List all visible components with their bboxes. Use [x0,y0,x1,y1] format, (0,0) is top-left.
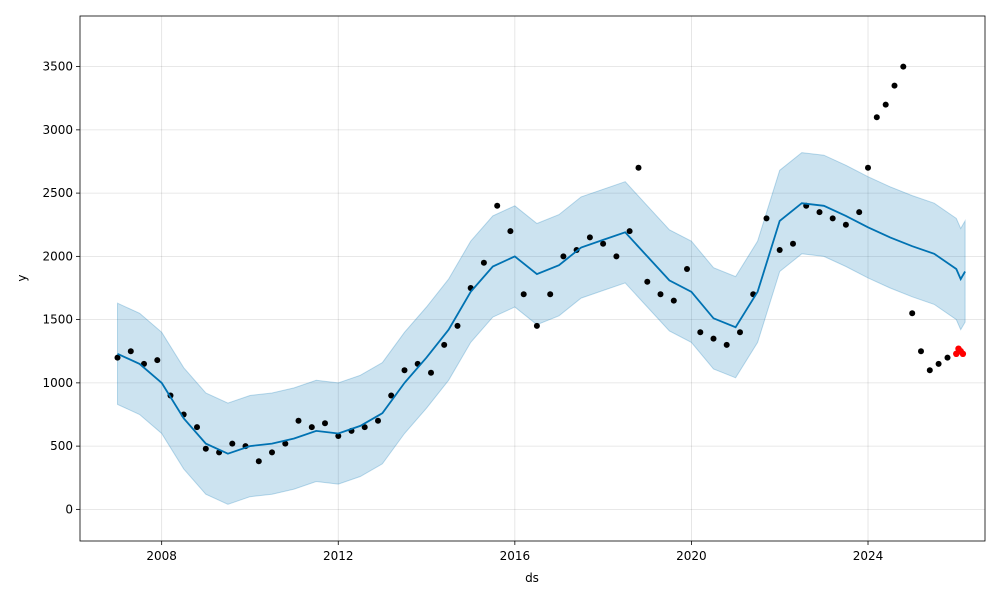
observed-point [127,348,134,355]
observed-point [533,322,540,329]
observed-point [114,354,121,361]
observed-point [322,420,328,427]
observed-point [710,335,717,342]
observed-point [626,228,633,235]
forecast-line [117,202,966,455]
observed-point [816,209,823,216]
x-axis-label: ds [525,571,539,585]
observed-point [926,367,933,374]
observed-point [361,424,368,431]
observed-point [154,357,161,364]
observed-point [480,259,487,266]
observed-point [335,433,342,439]
observed-point [494,202,501,209]
y-axis: 0 500 1000 1500 2000 2500 3000 3500 [42,60,80,516]
observed-point [295,417,302,424]
plot-frame [79,15,986,542]
x-tick-label: 2020 [676,549,707,563]
y-tick-label: 0 [65,502,73,516]
observed-point [401,367,408,374]
observed-point [776,247,783,253]
observed-point [229,440,236,447]
grid [80,16,985,541]
observed-point [560,253,567,260]
observed-point [586,234,593,241]
observed-point [935,360,942,367]
x-tick-label: 2024 [853,549,884,563]
y-tick-label: 1500 [42,313,73,327]
observed-point [909,310,916,317]
observed-point [865,164,871,171]
y-tick-label: 1000 [42,376,73,390]
observed-point [723,341,730,348]
x-tick-label: 2008 [146,549,177,563]
y-tick-label: 3500 [42,60,73,74]
y-tick-label: 3000 [42,123,73,137]
x-axis: 2008 2012 2016 2020 2024 [146,541,883,563]
observed-point [763,215,770,222]
observed-point [428,369,434,376]
observed-point [547,291,554,298]
observed-point [737,329,743,336]
observed-point [520,291,527,298]
x-tick-label: 2016 [500,549,531,563]
observed-points [114,63,960,465]
observed-point [790,240,796,247]
observed-point [194,424,200,431]
observed-point [829,215,836,222]
observed-point [684,266,690,272]
observed-point [657,291,664,298]
observed-point [900,63,907,70]
observed-point [944,354,951,361]
y-tick-label: 500 [50,439,73,453]
observed-point [375,417,381,424]
observed-point [308,424,315,431]
recent-point [959,350,967,357]
y-tick-label: 2000 [42,249,73,263]
observed-point [873,114,880,121]
observed-point [644,278,651,285]
observed-point [282,440,289,447]
x-tick-label: 2012 [323,549,354,563]
observed-point [842,221,849,228]
recent-points [953,345,967,357]
observed-point [882,101,889,108]
observed-point [507,228,514,235]
observed-point [388,392,395,399]
observed-point [635,164,642,171]
observed-point [891,82,898,89]
observed-point [856,209,863,216]
observed-point [670,297,677,304]
observed-point [441,341,448,348]
observed-point [697,329,704,336]
y-tick-label: 2500 [42,186,73,200]
observed-point [454,322,461,329]
observed-point [918,348,924,355]
observed-point [613,253,620,260]
observed-point [202,445,209,452]
observed-point [600,240,607,247]
y-axis-label: y [15,274,29,281]
observed-point [255,458,262,465]
forecast-line-path [117,202,966,455]
interval-band [117,152,966,505]
uncertainty-interval [117,152,966,505]
observed-point [269,449,275,456]
